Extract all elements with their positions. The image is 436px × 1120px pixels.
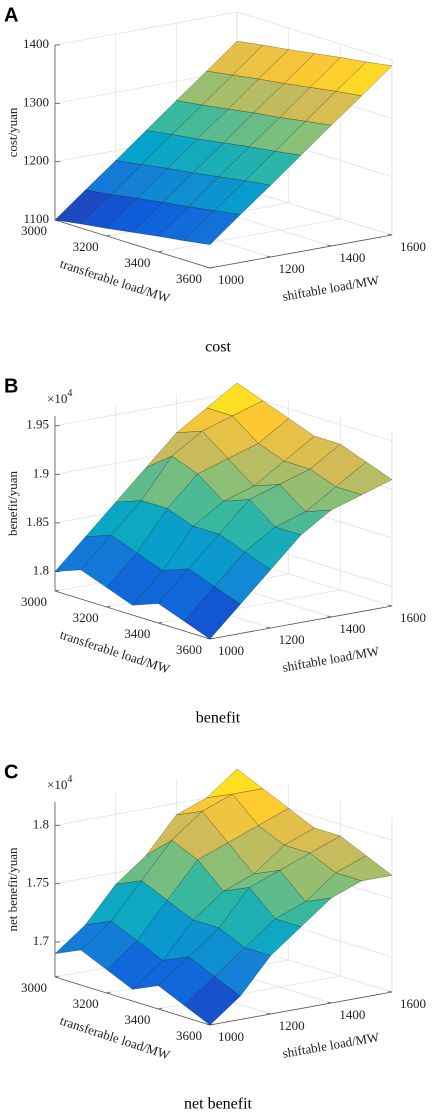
z-tick-label: 1.8: [33, 816, 49, 831]
tick-mark: [158, 1007, 163, 1010]
panel-label: B: [4, 375, 18, 397]
x-tick-label: 3200: [73, 239, 99, 254]
axis-line: [54, 219, 211, 269]
caption: net benefit: [184, 1096, 253, 1113]
grid-line: [236, 186, 393, 236]
x-axis-label: transferable load/MW: [58, 256, 172, 306]
z-tick-label: 1400: [23, 36, 49, 51]
panel-label: C: [4, 761, 18, 783]
z-scale-label: ×104: [47, 388, 72, 406]
caption: cost: [205, 339, 231, 356]
y-tick-label: 1400: [339, 1007, 365, 1022]
y-tick-label: 1000: [218, 272, 244, 287]
x-tick-label: 3000: [21, 980, 47, 995]
tick-mark: [106, 605, 111, 608]
axis-line: [209, 991, 393, 1026]
x-tick-label: 3400: [124, 1012, 150, 1027]
y-tick-label: 1200: [279, 632, 305, 647]
grid-line: [54, 11, 238, 46]
y-axis-label: shiftable load/MW: [281, 643, 381, 675]
tick-mark: [158, 621, 163, 624]
x-tick-label: 3200: [73, 610, 99, 625]
y-tick-label: 1000: [218, 643, 244, 658]
x-axis-label: transferable load/MW: [58, 627, 172, 677]
x-tick-label: 3200: [73, 996, 99, 1011]
z-axis-label: benefit/yuan: [5, 471, 20, 536]
tick-mark: [209, 1023, 215, 1026]
y-tick-label: 1200: [279, 261, 305, 276]
z-tick-label: 1300: [23, 94, 49, 109]
z-tick-label: 1.8: [33, 563, 49, 578]
tick-mark: [209, 637, 215, 640]
x-tick-label: 3400: [124, 626, 150, 641]
surface-patch: [183, 586, 241, 640]
x-axis-label: transferable load/MW: [58, 1013, 172, 1063]
z-tick-label: 1.95: [26, 417, 49, 432]
x-tick-label: 3000: [21, 594, 47, 609]
y-tick-label: 1400: [339, 621, 365, 636]
caption: benefit: [196, 710, 241, 727]
y-axis-label: shiftable load/MW: [281, 1029, 381, 1061]
tick-mark: [209, 266, 215, 269]
axis-line: [209, 605, 393, 640]
tick-mark: [106, 991, 111, 994]
tick-mark: [54, 589, 60, 592]
tick-mark: [387, 604, 393, 607]
y-tick-label: 1000: [218, 1029, 244, 1044]
x-tick-label: 3000: [21, 223, 47, 238]
surface-patch: [183, 210, 241, 245]
tick-mark: [54, 975, 60, 978]
grid-line: [158, 218, 341, 253]
x-tick-label: 3600: [176, 271, 202, 286]
axis-line: [209, 234, 393, 269]
z-axis-label: net benefit/yuan: [5, 847, 20, 932]
y-tick-label: 1200: [279, 1018, 305, 1033]
tick-mark: [205, 1023, 211, 1026]
tick-mark: [266, 255, 271, 258]
tick-mark: [266, 626, 271, 629]
y-tick-label: 1600: [400, 239, 426, 254]
tick-mark: [106, 234, 111, 237]
z-scale-base: ×10: [47, 391, 67, 406]
x-tick-label: 3400: [124, 255, 150, 270]
surface-patch: [183, 976, 241, 1026]
tick-mark: [266, 1012, 271, 1015]
y-tick-label: 1400: [339, 250, 365, 265]
z-scale-base: ×10: [47, 777, 67, 792]
axis-line: [54, 590, 211, 640]
z-tick-label: 1200: [23, 153, 49, 168]
x-tick-label: 3600: [176, 1028, 202, 1043]
z-tick-label: 1.9: [33, 465, 49, 480]
tick-mark: [327, 244, 332, 247]
z-tick-label: 1.85: [26, 514, 49, 529]
panel-label: A: [4, 4, 18, 26]
grid-line: [236, 11, 393, 61]
y-tick-label: 1600: [400, 610, 426, 625]
z-scale-label: ×104: [47, 774, 72, 792]
tick-mark: [327, 615, 332, 618]
z-scale-exponent: 4: [67, 774, 72, 785]
x-tick-label: 3600: [176, 642, 202, 657]
z-tick-label: 1.75: [26, 875, 49, 890]
axis-line: [54, 976, 211, 1026]
tick-mark: [205, 637, 211, 640]
z-scale-exponent: 4: [67, 388, 72, 399]
tick-mark: [387, 990, 393, 993]
tick-mark: [205, 266, 211, 269]
y-tick-label: 1600: [400, 996, 426, 1011]
tick-mark: [327, 1001, 332, 1004]
z-tick-label: 1100: [23, 211, 49, 226]
grid-line: [54, 392, 238, 427]
tick-mark: [387, 233, 393, 236]
y-axis-label: shiftable load/MW: [281, 272, 381, 304]
z-tick-label: 1.7: [33, 933, 50, 948]
tick-mark: [158, 250, 163, 253]
z-axis-label: cost/yuan: [5, 107, 20, 157]
